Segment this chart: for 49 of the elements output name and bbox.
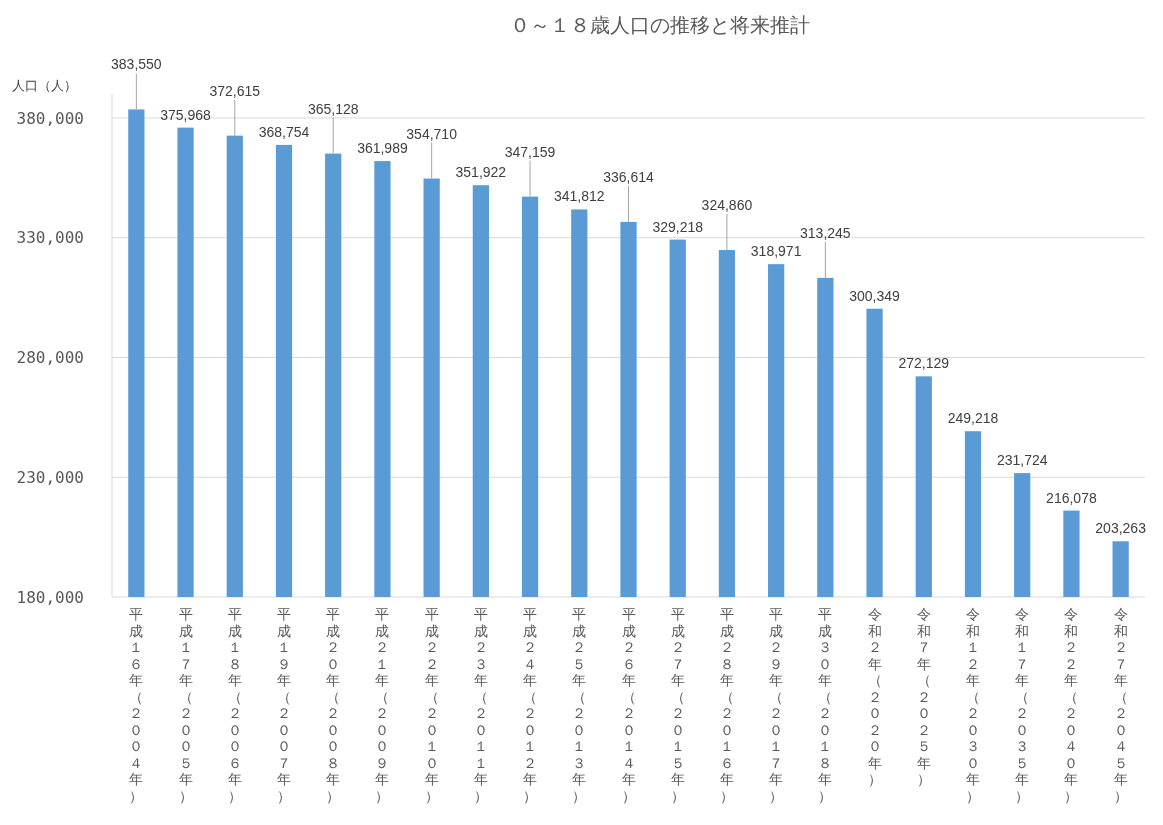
data-label: 336,614 (603, 168, 655, 185)
data-label: 365,128 (307, 100, 359, 117)
data-label: 329,218 (652, 218, 704, 235)
data-label: 318,971 (750, 243, 802, 260)
category-label: 平成２５年（２０１３年） (572, 606, 587, 804)
category-label: 平成３０年（２０１８年） (818, 606, 833, 804)
data-label: 231,724 (996, 452, 1048, 469)
category-label: 令和１２年（２０３０年） (966, 606, 980, 804)
category-label: 令和７年（２０２５年） (916, 606, 931, 787)
data-label: 375,968 (160, 106, 212, 123)
category-label: 平成２９年（２０１７年） (769, 606, 784, 804)
y-tick-label: 380,000 (16, 108, 84, 128)
category-label: 平成２８年（２０１６年） (719, 606, 734, 804)
y-tick-label: 230,000 (16, 467, 84, 487)
category-label: 平成２３年（２０１１年） (473, 606, 488, 804)
category-label: 令和２年（２０２０年） (867, 606, 882, 787)
category-label: 平成２７年（２０１５年） (670, 606, 685, 804)
category-label: 平成２４年（２０１２年） (523, 606, 538, 804)
category-label: 令和１７年（２０３５年） (1015, 606, 1030, 804)
category-label: 平成２６年（２０１４年） (621, 606, 636, 804)
category-label: 平成１７年（２００５年） (178, 606, 193, 804)
data-label: 216,078 (1046, 489, 1097, 506)
y-tick-label: 330,000 (16, 228, 84, 248)
category-label: 平成２２年（２０１０年） (424, 606, 439, 804)
data-label: 324,860 (701, 197, 753, 214)
y-tick-label: 280,000 (16, 348, 84, 368)
y-axis-title: 人口（人） (12, 78, 77, 93)
category-label: 平成１８年（２００６年） (227, 606, 242, 804)
data-label: 300,349 (849, 287, 901, 304)
chart-title: ０～１８歳人口の推移と将来推計 (510, 13, 810, 37)
data-label: 361,989 (357, 140, 408, 157)
category-label: 平成１９年（２００７年） (277, 606, 291, 804)
data-label: 351,922 (455, 164, 507, 181)
category-label: 令和２７年（２０４５年） (1113, 606, 1128, 804)
data-label: 272,129 (898, 355, 950, 372)
data-label: 347,159 (504, 143, 556, 160)
category-label: 平成２１年（２００９年） (375, 606, 390, 804)
data-label: 341,812 (553, 188, 605, 205)
data-label: 383,550 (111, 56, 162, 73)
data-label: 313,245 (800, 224, 851, 241)
category-label: 令和２２年（２０４０年） (1064, 606, 1079, 804)
data-label: 368,754 (258, 123, 310, 140)
y-tick-label: 180,000 (16, 587, 84, 607)
data-label: 203,263 (1095, 520, 1147, 537)
data-label: 354,710 (406, 125, 458, 142)
data-label: 372,615 (209, 82, 261, 99)
category-label: 平成１６年（２００４年） (129, 606, 144, 804)
category-label: 平成２０年（２００８年） (326, 606, 341, 804)
data-label: 249,218 (947, 410, 999, 427)
